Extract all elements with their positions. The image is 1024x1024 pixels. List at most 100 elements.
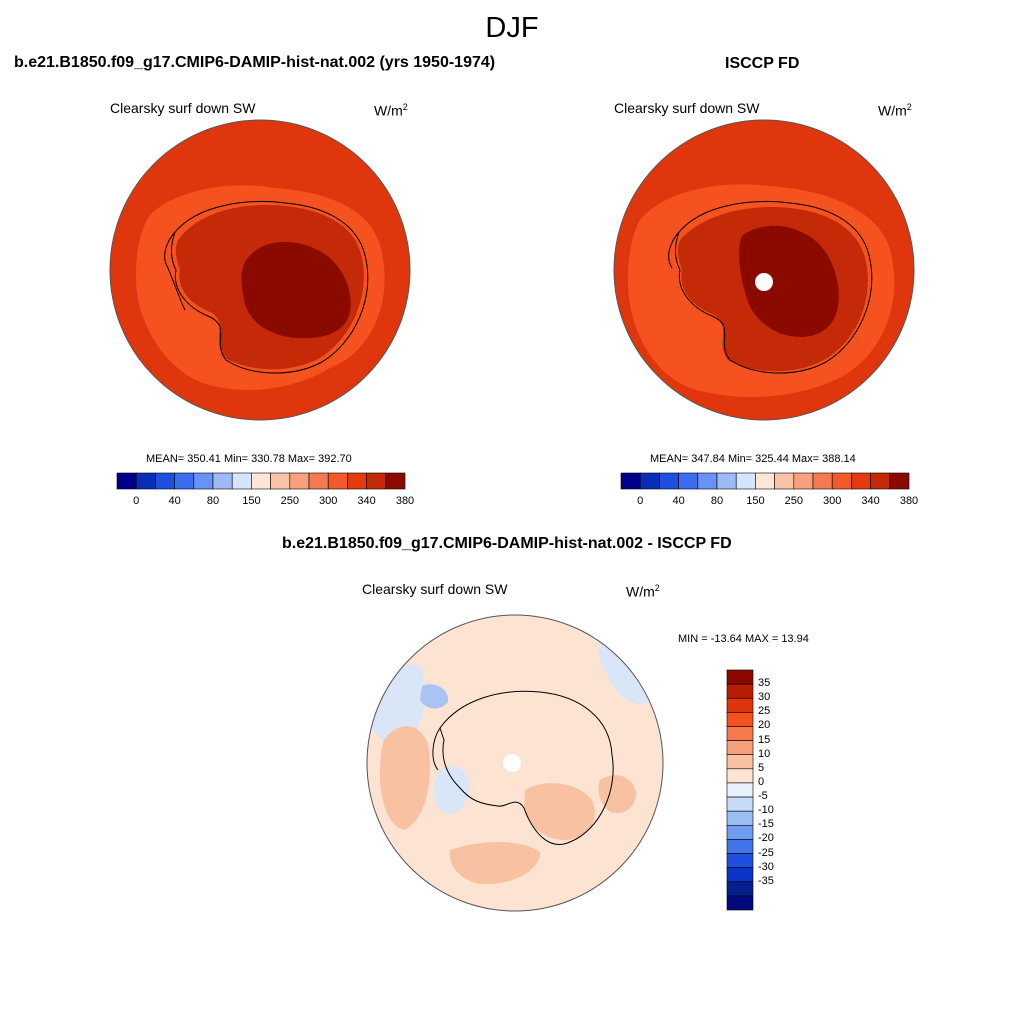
map-2-border [613, 119, 915, 421]
colorbar-1-tick-label: 150 [242, 495, 261, 507]
colorbar-2-swatch [697, 472, 718, 490]
colorbar-3-swatch [726, 895, 754, 911]
colorbar-3-tick-label: -35 [758, 874, 774, 887]
colorbar-1-swatch [212, 472, 233, 490]
colorbar-2-swatch [774, 472, 795, 490]
colorbar-1-swatch [174, 472, 195, 490]
map-2-coastline [668, 201, 873, 374]
panel-3-variable: Clearsky surf down SW [362, 581, 508, 597]
colorbar-3-tick-label: -20 [758, 832, 774, 845]
colorbar-3-swatch [726, 683, 754, 699]
map-3-warm-interior [524, 783, 595, 840]
map-panel-3 [367, 615, 663, 911]
colorbar-1-swatch [289, 472, 310, 490]
map-3-polar-gap [503, 754, 521, 772]
colorbar-3-tick-label: 20 [758, 719, 771, 732]
map-3-cold-patch [420, 684, 449, 709]
colorbar-3-tick-label: -10 [758, 804, 774, 817]
colorbar-3-tick-label: -5 [758, 790, 768, 803]
colorbar-1-swatch [347, 472, 367, 490]
colorbar-3-swatch [726, 712, 754, 727]
panel-1-variable: Clearsky surf down SW [110, 100, 256, 116]
panel-3-title: b.e21.B1850.f09_g17.CMIP6-DAMIP-hist-nat… [282, 535, 732, 552]
colorbar-3-swatch [726, 768, 754, 784]
colorbar-3-tick-label: -30 [758, 860, 774, 873]
colorbar-panel-3 [726, 669, 754, 911]
panel-2-stats: MEAN= 347.84 Min= 325.44 Max= 388.14 [650, 453, 856, 465]
panel-2-title: ISCCP FD [725, 55, 800, 72]
map-1-border [109, 119, 411, 421]
colorbar-2-swatch [870, 472, 891, 490]
panel-3-units: W/m2 [626, 583, 660, 600]
panel-3-stats: MIN = -13.64 MAX = 13.94 [678, 633, 809, 645]
colorbar-3-tick-label: 30 [758, 691, 771, 704]
colorbar-2-swatch [755, 472, 775, 490]
colorbar-1-tick-label: 380 [395, 495, 415, 507]
colorbar-2-swatch [716, 472, 737, 490]
colorbar-3-tick-label: -15 [758, 818, 774, 831]
colorbar-1-swatch [327, 472, 348, 490]
colorbar-1-swatch [270, 472, 291, 490]
colorbar-3-swatch [726, 853, 754, 868]
colorbar-3-swatch [726, 726, 754, 741]
colorbar-panel-1 [116, 472, 406, 490]
colorbar-1-tick-label: 80 [206, 495, 220, 507]
panel-1-title: b.e21.B1850.f09_g17.CMIP6-DAMIP-hist-nat… [14, 54, 496, 71]
map-2-polar-gap [755, 273, 773, 291]
map-3-warm-west [380, 726, 430, 830]
colorbar-3-tick-label: 25 [758, 705, 771, 718]
map-panel-2 [614, 120, 914, 420]
colorbar-2-swatch [639, 472, 660, 490]
colorbar-3-tick-label: 10 [758, 747, 771, 760]
colorbar-2-tick-label: 40 [672, 495, 685, 507]
colorbar-3-swatch [726, 810, 754, 826]
colorbar-1-tick-label: 340 [357, 495, 376, 507]
colorbar-3-swatch [726, 867, 754, 883]
map-3-cool-northeast [598, 640, 650, 704]
colorbar-1-tick-label: 300 [319, 495, 338, 507]
colorbar-3-tick-label: 35 [758, 677, 771, 690]
colorbar-3-tick-label: 15 [758, 733, 771, 746]
colorbar-3-swatch [726, 839, 754, 854]
colorbar-1-swatch [135, 472, 156, 490]
colorbar-3-swatch [726, 669, 754, 685]
colorbar-2-swatch [620, 472, 641, 490]
panel-1-stats: MEAN= 350.41 Min= 330.78 Max= 392.70 [146, 453, 352, 465]
season-title: DJF [485, 12, 539, 44]
colorbar-1-swatch [308, 472, 329, 490]
colorbar-2-tick-label: 80 [710, 495, 724, 507]
colorbar-3-swatch [726, 796, 754, 812]
panel-2-variable: Clearsky surf down SW [614, 100, 760, 116]
colorbar-2-tick-label: 340 [861, 495, 880, 507]
map-1-interior [241, 241, 351, 339]
colorbar-2-swatch [831, 472, 852, 490]
map-3-warm-south [449, 842, 540, 885]
colorbar-2-swatch [793, 472, 814, 490]
colorbar-2-swatch [812, 472, 833, 490]
panel-1-units: W/m2 [374, 102, 408, 119]
colorbar-1-swatch [231, 472, 252, 490]
map-3-cool-coast [434, 766, 470, 814]
colorbar-2-tick-label: 380 [899, 495, 919, 507]
colorbar-3-tick-label: 5 [758, 761, 765, 774]
map-3-coastline [432, 690, 614, 845]
colorbar-2-tick-label: 0 [637, 495, 644, 507]
colorbar-2-swatch [678, 472, 699, 490]
colorbar-2-tick-label: 150 [746, 495, 765, 507]
colorbar-2-swatch [851, 472, 871, 490]
colorbar-3-swatch [726, 754, 754, 770]
colorbar-3-swatch [726, 782, 754, 798]
colorbar-1-swatch [366, 472, 387, 490]
colorbar-1-swatch [193, 472, 214, 490]
colorbar-2-tick-label: 300 [823, 495, 842, 507]
colorbar-1-tick-label: 250 [280, 495, 299, 507]
map-3-border [366, 614, 664, 912]
colorbar-3-tick-label: 0 [758, 775, 765, 788]
colorbar-1-swatch [385, 472, 406, 490]
colorbar-3-swatch [726, 740, 754, 756]
map-2-interior [739, 225, 839, 337]
map-3-warm-east [598, 775, 636, 814]
colorbar-2-swatch [659, 472, 679, 490]
colorbar-3-swatch [726, 881, 754, 897]
colorbar-1-swatch [116, 472, 137, 490]
